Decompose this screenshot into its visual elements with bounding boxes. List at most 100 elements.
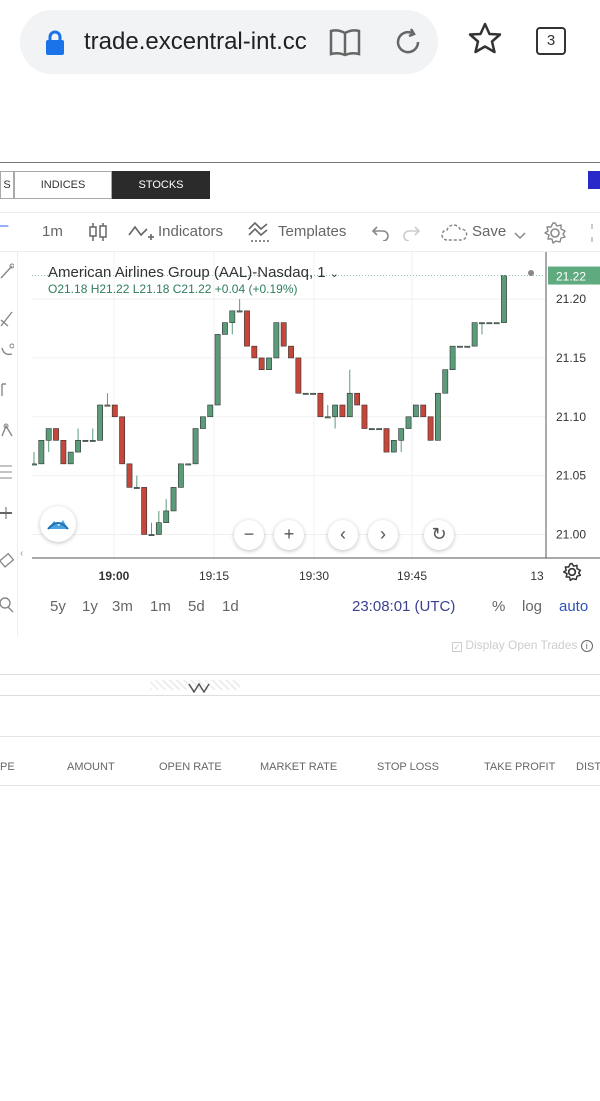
col-market-rate[interactable]: MARKET RATE: [260, 761, 338, 773]
candle-body: [449, 345, 456, 370]
trades-table-header: PE AMOUNT OPEN RATE MARKET RATE STOP LOS…: [0, 761, 600, 777]
interval-button[interactable]: 1m: [42, 223, 63, 240]
toolbar-edge-marker: –: [0, 217, 9, 234]
brush-icon[interactable]: [0, 382, 14, 405]
scroll-left-button[interactable]: ‹: [328, 520, 358, 550]
col-take-profit[interactable]: TAKE PROFIT: [484, 761, 556, 773]
price-chart[interactable]: 21.22 21.00 21.05 21.10 21.15 21.20 19:00 19:15…: [32, 252, 600, 588]
col-open-rate[interactable]: OPEN RATE: [159, 761, 222, 773]
pitchfork-icon[interactable]: [0, 342, 15, 365]
col-amount[interactable]: AMOUNT: [67, 761, 115, 773]
candles-icon[interactable]: [88, 221, 108, 248]
range-3m[interactable]: 3m: [112, 598, 133, 615]
trend-line-icon[interactable]: [0, 310, 14, 333]
candle-body: [111, 404, 118, 418]
candle-body: [126, 463, 133, 488]
crosshair-tool-icon[interactable]: [0, 262, 15, 285]
redo-icon[interactable]: [402, 223, 422, 246]
cloud-icon[interactable]: [440, 223, 468, 248]
scroll-right-button[interactable]: ›: [368, 520, 398, 550]
address-bar[interactable]: trade.excentral-int.cc: [20, 10, 438, 74]
brand-square: [588, 171, 600, 189]
candle-body: [155, 522, 162, 535]
chart-logo-button[interactable]: [40, 506, 76, 542]
templates-button[interactable]: Templates: [278, 223, 347, 240]
candle-body: [177, 463, 184, 488]
tab-stocks[interactable]: STOCKS: [112, 171, 210, 199]
log-toggle[interactable]: log: [522, 598, 543, 615]
drag-handle-icon[interactable]: [188, 680, 210, 698]
candle-body: [390, 440, 397, 453]
chart-settings-gear-icon[interactable]: [562, 562, 582, 587]
zoom-icon[interactable]: [0, 596, 16, 619]
candle-body: [288, 345, 294, 359]
candle-body: [75, 440, 81, 453]
candle-body: [119, 416, 126, 465]
lock-icon: [44, 30, 66, 61]
percent-toggle[interactable]: %: [492, 598, 506, 615]
reset-chart-button[interactable]: ↻: [424, 520, 454, 550]
templates-icon[interactable]: [248, 221, 274, 250]
candle-body: [89, 440, 96, 442]
candle-body: [383, 428, 390, 453]
zoom-out-button[interactable]: −: [234, 520, 264, 550]
chart-toolbar: – 1m Indicators Templates Save: [0, 212, 600, 252]
candle-body: [222, 322, 228, 335]
divider: [0, 162, 600, 163]
x-tick-label-extra: 13: [530, 569, 544, 583]
col-type[interactable]: PE: [0, 761, 15, 773]
candle-body: [185, 463, 192, 466]
url-text[interactable]: trade.excentral-int.cc: [84, 28, 307, 55]
info-icon[interactable]: i: [580, 640, 593, 652]
gear-icon[interactable]: [543, 221, 567, 250]
measure-icon[interactable]: [0, 504, 14, 527]
chevron-down-icon[interactable]: [514, 227, 526, 245]
utc-clock[interactable]: 23:08:01 (UTC): [352, 598, 456, 615]
candle-body: [251, 345, 258, 359]
fib-icon[interactable]: [0, 462, 14, 485]
y-tick-label: 21.00: [556, 527, 586, 541]
candle-body: [324, 416, 331, 419]
tab-indices[interactable]: INDICES: [14, 171, 112, 199]
ohlc-readout: O21.18 H21.22 L21.18 C21.22 +0.04 (+0.19…: [48, 282, 298, 296]
candle-body: [435, 392, 441, 441]
candle-body: [368, 428, 375, 431]
panel-divider: [0, 674, 600, 696]
range-1y[interactable]: 1y: [82, 598, 98, 615]
ruler-icon[interactable]: [0, 552, 15, 575]
bookmark-star-icon[interactable]: [468, 22, 502, 59]
candle-body: [280, 322, 287, 347]
display-open-trades-toggle[interactable]: ✓ Display Open Trades i: [452, 638, 593, 652]
auto-toggle[interactable]: auto: [559, 598, 589, 615]
collapse-handle-icon[interactable]: ‹: [20, 548, 24, 559]
candle-body: [354, 392, 361, 406]
tab-partial[interactable]: S: [0, 171, 14, 199]
range-1d[interactable]: 1d: [222, 598, 239, 615]
range-1m[interactable]: 1m: [150, 598, 171, 615]
reload-icon[interactable]: [392, 26, 424, 63]
candle-body: [229, 310, 236, 323]
candle-body: [486, 322, 493, 325]
col-stop-loss[interactable]: STOP LOSS: [377, 761, 439, 773]
indicators-button[interactable]: Indicators: [158, 223, 224, 240]
x-tick-label: 19:00: [99, 569, 130, 583]
chevron-down-icon[interactable]: ⌄: [329, 268, 340, 280]
indicators-icon[interactable]: [128, 223, 154, 248]
symbol-title[interactable]: American Airlines Group (AAL)-Nasdaq, 1 …: [48, 264, 340, 281]
x-tick-label: 19:15: [199, 569, 229, 583]
range-5y[interactable]: 5y: [50, 598, 66, 615]
reader-mode-icon[interactable]: [328, 26, 362, 63]
divider: [0, 785, 600, 786]
zoom-in-button[interactable]: +: [274, 520, 304, 550]
pattern-icon[interactable]: [0, 422, 14, 445]
tab-count-button[interactable]: 3: [536, 27, 566, 55]
checkbox-icon[interactable]: ✓: [452, 642, 462, 652]
status-dot: [528, 270, 534, 276]
range-5d[interactable]: 5d: [188, 598, 205, 615]
save-button[interactable]: Save: [472, 223, 507, 240]
col-distance[interactable]: DISTA: [576, 761, 600, 773]
undo-icon[interactable]: [370, 223, 390, 246]
fullscreen-icon[interactable]: [590, 223, 600, 248]
resize-grip[interactable]: [150, 680, 240, 690]
candle-body: [38, 440, 45, 465]
